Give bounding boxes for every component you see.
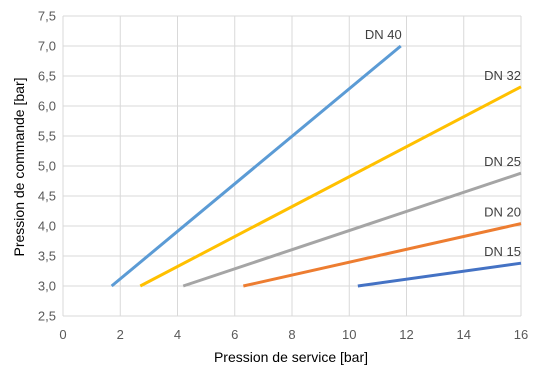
y-tick-label: 3,0 — [38, 279, 56, 294]
x-tick-label: 2 — [117, 327, 124, 342]
y-axis-title: Pression de commande [bar] — [11, 78, 27, 257]
x-tick-label: 4 — [174, 327, 181, 342]
series-label: DN 32 — [484, 68, 521, 83]
series-label: DN 40 — [365, 27, 402, 42]
x-tick-label: 12 — [399, 327, 413, 342]
x-tick-label: 14 — [457, 327, 471, 342]
series-lines — [110, 44, 522, 288]
x-axis-title: Pression de service [bar] — [214, 349, 368, 365]
x-tick-label: 6 — [231, 327, 238, 342]
x-tick-label: 16 — [514, 327, 528, 342]
x-tick-label: 10 — [342, 327, 356, 342]
y-tick-label: 4,0 — [38, 219, 56, 234]
x-tick-label: 8 — [288, 327, 295, 342]
series-line-dn-40 — [110, 44, 402, 288]
series-line-dn-15 — [357, 261, 522, 288]
y-tick-label: 7,0 — [38, 39, 56, 54]
series-label: DN 15 — [484, 244, 521, 259]
x-tick-label: 0 — [59, 327, 66, 342]
series-line-dn-25 — [182, 171, 522, 288]
y-tick-label: 5,5 — [38, 129, 56, 144]
y-tick-label: 5,0 — [38, 159, 56, 174]
series-label: DN 20 — [484, 205, 521, 220]
series-line-dn-32 — [139, 85, 522, 288]
tick-labels: 0 2 4 6 8 10 12 14 16 2,5 3,0 3,5 4,0 4,5 5,0 5,5 6,0 6,5… — [38, 9, 528, 343]
y-tick-label: 6,5 — [38, 69, 56, 84]
y-tick-label: 7,5 — [38, 9, 56, 24]
series-labels: DN 40 DN 32 DN 25 DN 20 DN 15 — [365, 27, 521, 259]
series-line-dn-20 — [243, 222, 522, 288]
y-tick-label: 2,5 — [38, 309, 56, 324]
series-label: DN 25 — [484, 154, 521, 169]
gridlines — [62, 15, 522, 317]
y-tick-label: 6,0 — [38, 99, 56, 114]
y-tick-label: 3,5 — [38, 249, 56, 264]
y-tick-label: 4,5 — [38, 189, 56, 204]
